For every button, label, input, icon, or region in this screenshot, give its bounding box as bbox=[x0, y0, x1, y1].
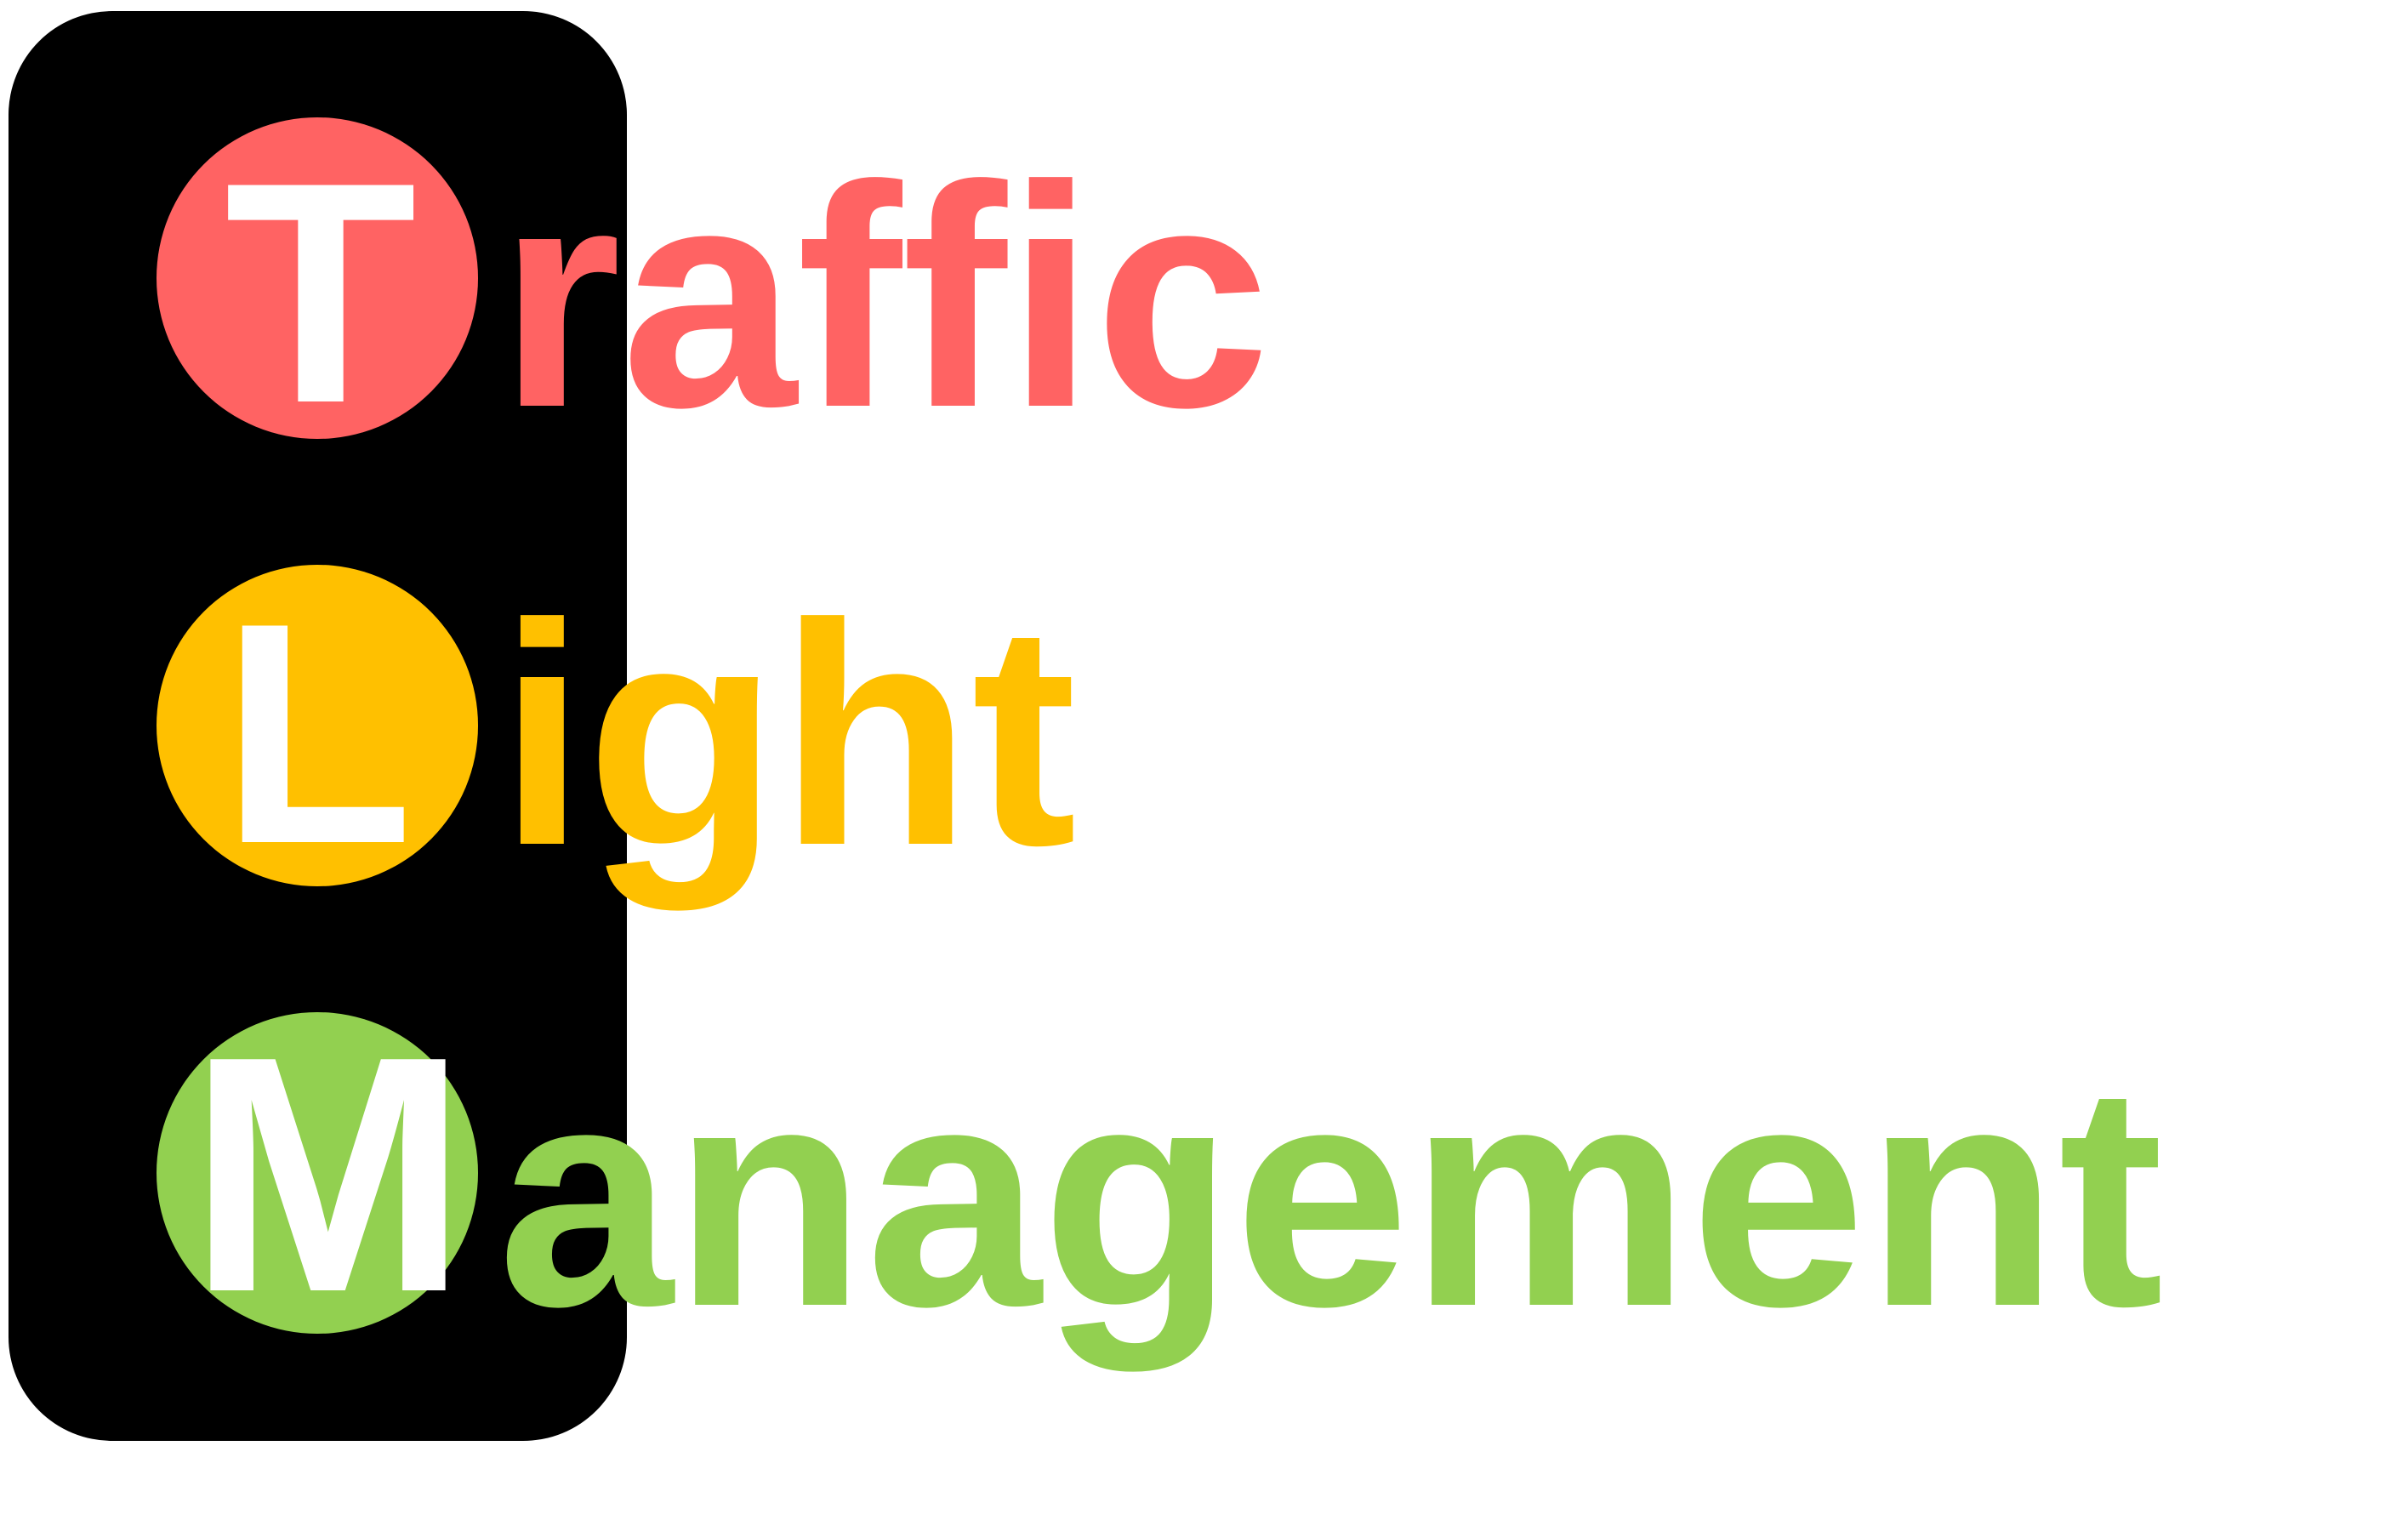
yellow-lamp bbox=[157, 565, 478, 886]
word-light-rest: ight bbox=[498, 558, 1077, 911]
green-lamp bbox=[157, 1012, 478, 1334]
red-lamp bbox=[157, 117, 478, 439]
initial-letter-m: M bbox=[188, 986, 469, 1362]
word-traffic-rest: raffic bbox=[498, 120, 1271, 473]
initial-letter-l: L bbox=[221, 558, 414, 909]
initial-letter-t: T bbox=[225, 117, 418, 469]
word-management-rest: anagement bbox=[498, 1019, 2164, 1372]
